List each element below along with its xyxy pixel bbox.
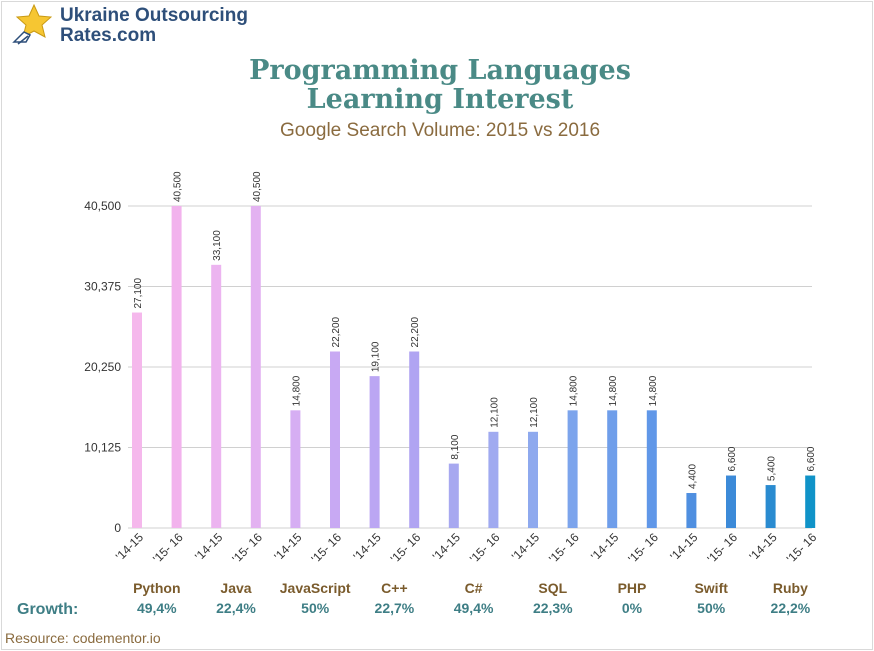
value-label: 22,200 (410, 316, 421, 347)
bar (567, 410, 578, 528)
language-groups: Python 49,4% Java 22,4% JavaScript 50% C++ 22,7… (0, 580, 874, 620)
value-label: 14,800 (648, 375, 659, 406)
x-tick-label: '15- 16 (150, 530, 186, 566)
language-group: C# 49,4% (429, 580, 519, 616)
language-name: Ruby (772, 580, 808, 596)
x-tick-label: '14-15 (430, 530, 463, 563)
language-group: Swift 50% (666, 580, 756, 616)
x-tick-label: '15- 16 (309, 530, 345, 566)
bar (330, 351, 340, 528)
bar (805, 475, 816, 528)
value-label: 40,500 (173, 171, 184, 202)
bar (646, 410, 657, 528)
x-tick-label: '15- 16 (625, 530, 661, 566)
bar (607, 410, 618, 528)
y-tick-label: 30,375 (84, 280, 121, 294)
growth-value: 22,4% (216, 600, 256, 616)
logo-line-1: Ukraine Outsourcing (60, 5, 248, 26)
y-tick-label: 10,125 (84, 441, 121, 455)
language-group: Ruby 22,2% (745, 580, 835, 616)
star-icon (12, 4, 52, 45)
x-tick-label: '14-15 (746, 530, 779, 563)
bar (488, 431, 499, 528)
y-tick-label: 0 (114, 521, 121, 535)
growth-value: 50% (301, 600, 330, 616)
value-label: 27,100 (133, 278, 144, 309)
x-tick-label: '14-15 (192, 530, 225, 563)
value-label: 19,100 (371, 341, 382, 372)
value-label: 6,600 (727, 446, 738, 471)
bar (290, 410, 301, 528)
value-label: 40,500 (252, 171, 263, 202)
x-tick-label: '15- 16 (388, 530, 424, 566)
language-name: C# (464, 580, 483, 596)
x-tick-label: '14-15 (509, 530, 542, 563)
bar (765, 485, 776, 528)
bar (211, 264, 222, 528)
value-label: 33,100 (212, 230, 223, 261)
value-label: 12,100 (489, 397, 500, 428)
bar (250, 206, 261, 528)
language-name: Python (133, 580, 181, 596)
bar (132, 312, 142, 528)
chart-title: Programming Languages Learning Interest (249, 55, 631, 115)
growth-value: 22,3% (532, 600, 573, 616)
language-group: Python 49,4% (112, 580, 202, 616)
value-label: 14,800 (569, 375, 580, 406)
logo: Ukraine Outsourcing Rates.com (12, 4, 252, 48)
x-tick-label: '14-15 (350, 530, 383, 563)
x-tick-label: '15- 16 (467, 530, 503, 566)
value-label: 14,800 (608, 375, 619, 406)
value-label: 6,600 (806, 446, 817, 471)
y-tick-label: 40,500 (84, 199, 121, 213)
x-tick-label: '14-15 (588, 530, 621, 563)
language-name: C++ (381, 580, 408, 596)
x-tick-label: '15- 16 (705, 530, 741, 566)
bar (171, 206, 182, 528)
value-label: 12,100 (529, 397, 540, 428)
language-group: Java 22,4% (191, 580, 281, 616)
x-tick-label: '14-15 (113, 530, 146, 563)
language-name: Swift (694, 580, 728, 596)
growth-value: 49,4% (453, 600, 494, 616)
chart-subtitle: Google Search Volume: 2015 vs 2016 (279, 120, 601, 141)
value-label: 4,400 (687, 464, 698, 489)
growth-value: 50% (697, 600, 726, 616)
value-label: 14,800 (291, 375, 302, 406)
growth-value: 49,4% (136, 600, 177, 616)
x-tick-label: '15- 16 (784, 530, 820, 566)
language-name: JavaScript (279, 580, 351, 596)
value-label: 5,400 (767, 456, 778, 481)
language-name: SQL (538, 580, 568, 596)
language-group: JavaScript 50% (270, 580, 360, 616)
growth-value: 22,7% (374, 600, 415, 616)
logo-line-2: Rates.com (60, 25, 157, 46)
y-tick-label: 20,250 (84, 360, 121, 374)
logo-text: Ukraine Outsourcing Rates.com (60, 6, 248, 46)
resource-credit: Resource: codementor.io (5, 630, 161, 646)
growth-value: 0% (621, 600, 643, 616)
bar (528, 431, 538, 528)
value-label: 22,200 (331, 316, 342, 347)
bar (448, 463, 459, 528)
language-group: PHP 0% (587, 580, 677, 616)
language-name: Java (220, 580, 252, 596)
x-tick-label: '15- 16 (229, 530, 265, 566)
bar (369, 376, 380, 528)
bar (726, 475, 736, 528)
language-group: SQL 22,3% (508, 580, 598, 616)
x-tick-label: '14-15 (667, 530, 700, 563)
growth-value: 22,2% (770, 600, 811, 616)
language-name: PHP (617, 580, 647, 596)
value-label: 8,100 (450, 434, 461, 459)
x-tick-label: '14-15 (271, 530, 304, 563)
x-tick-label: '15- 16 (546, 530, 582, 566)
growth-label: Growth: (17, 601, 79, 618)
bar (686, 493, 697, 528)
language-group: C++ 22,7% (349, 580, 439, 616)
bar (409, 351, 420, 528)
